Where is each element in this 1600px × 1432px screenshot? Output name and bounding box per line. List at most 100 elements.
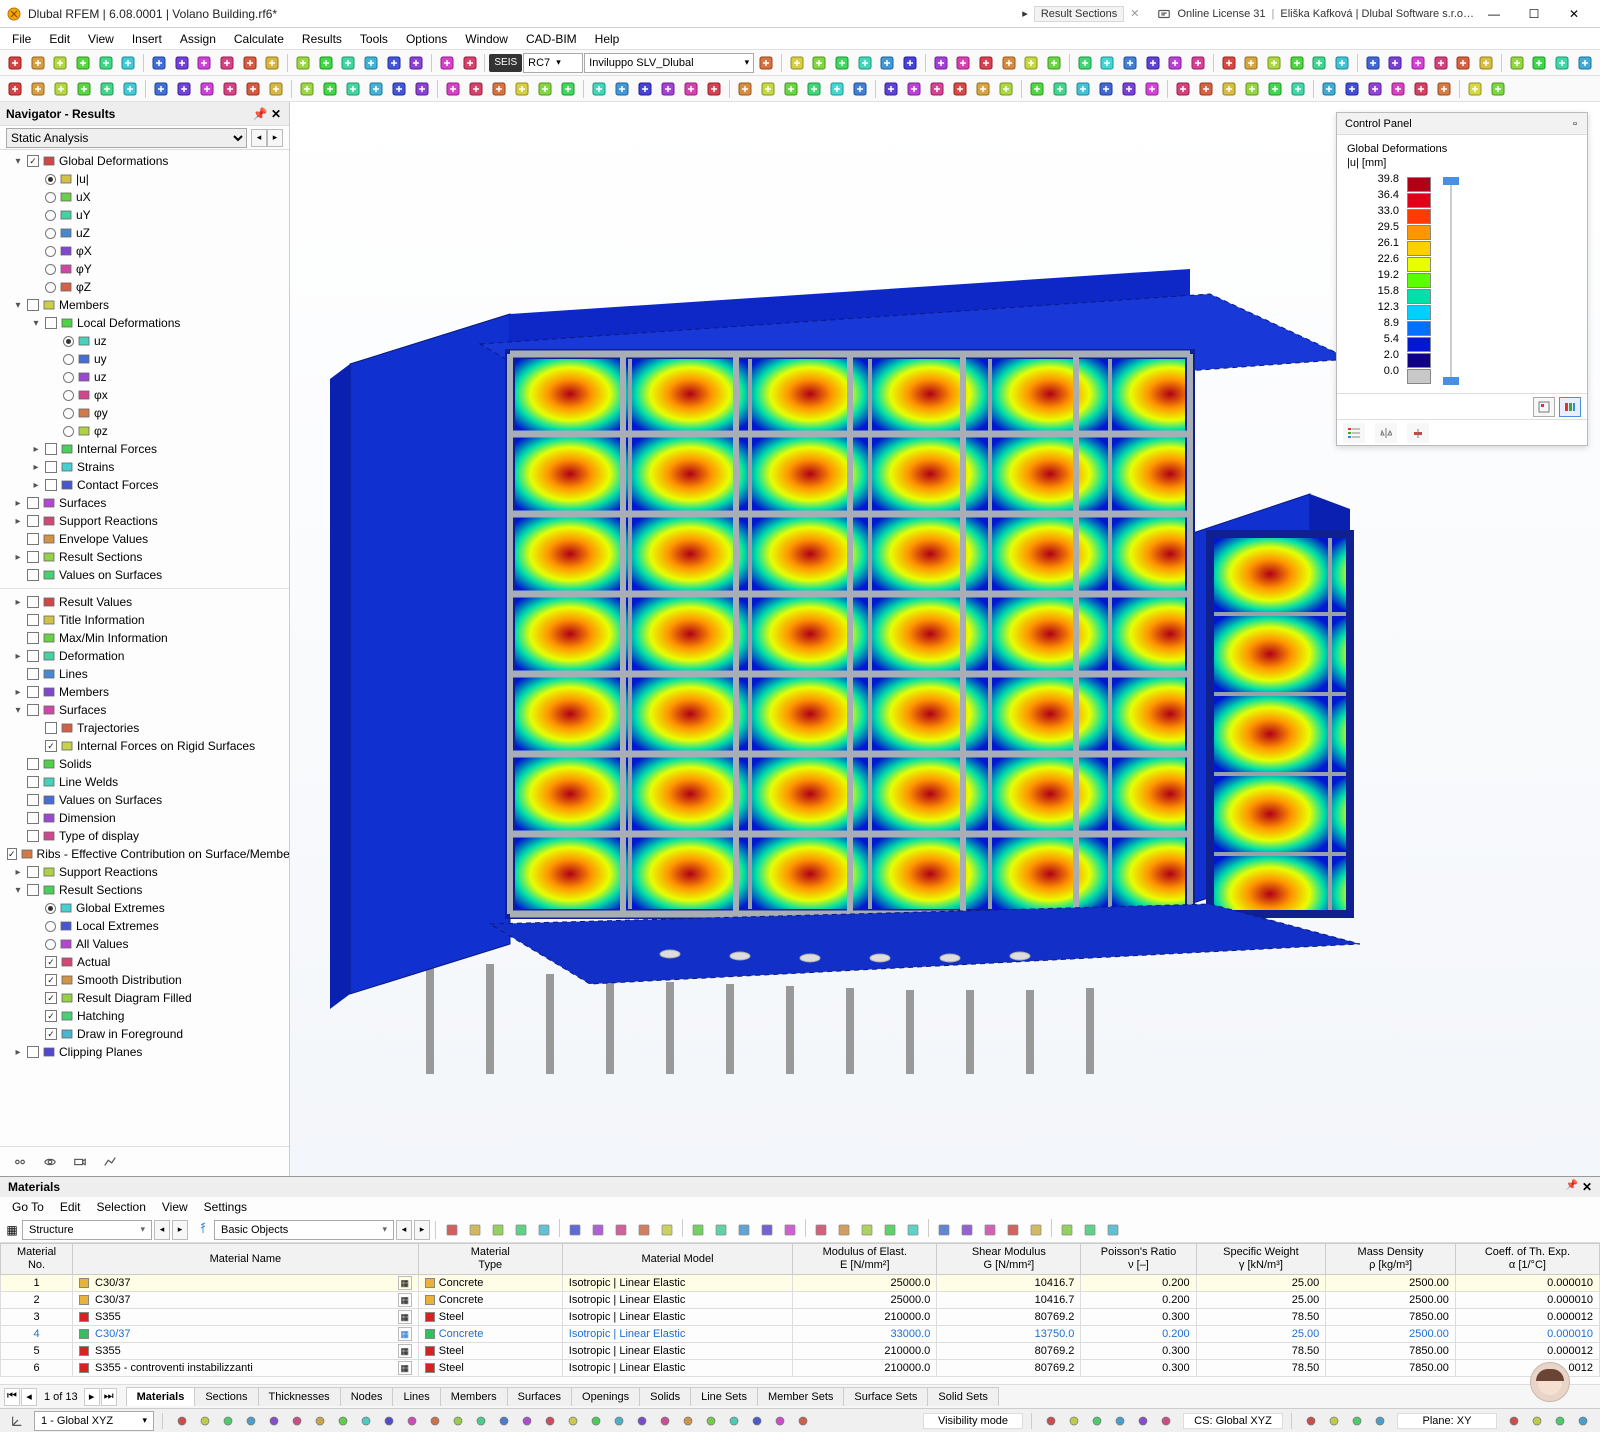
tb-btn-tb2-19[interactable]: [465, 78, 487, 100]
mat-tool-18[interactable]: [879, 1219, 901, 1241]
tb-btn-tb2-45[interactable]: [1095, 78, 1117, 100]
legend-slider-top[interactable]: [1443, 177, 1459, 185]
tb-btn-tb1-47[interactable]: [1331, 52, 1353, 74]
tb-btn-tb1-36[interactable]: [1074, 52, 1096, 74]
sbtools-btn-19[interactable]: [608, 1411, 630, 1431]
mat-tool-12[interactable]: [733, 1219, 755, 1241]
tb-btn-tb2-41[interactable]: [995, 78, 1017, 100]
sbtools2-btn-4[interactable]: [1132, 1411, 1154, 1431]
mat-tool-0[interactable]: [441, 1219, 463, 1241]
tb-btn-tb2-23[interactable]: [557, 78, 579, 100]
sbtools-btn-18[interactable]: [585, 1411, 607, 1431]
tb-btn-tb1-41[interactable]: [1187, 52, 1209, 74]
sbtools4-btn-0[interactable]: [1503, 1411, 1525, 1431]
tb-btn-tb2-16[interactable]: [388, 78, 410, 100]
nav-eye-icon[interactable]: [38, 1151, 62, 1173]
tb-btn-tb1-23[interactable]: [755, 52, 777, 74]
menu-assign[interactable]: Assign: [172, 30, 224, 48]
sbtools4-btn-3[interactable]: [1572, 1411, 1594, 1431]
materials-table[interactable]: MaterialNo.Material NameMaterialTypeMate…: [0, 1243, 1600, 1384]
tb-btn-tb1-38[interactable]: [1119, 52, 1141, 74]
tree-checkbox[interactable]: [45, 722, 57, 734]
tb-btn-tb1-19[interactable]: [459, 52, 481, 74]
sbtools-btn-23[interactable]: [700, 1411, 722, 1431]
tb-btn-tb1-48[interactable]: [1362, 52, 1384, 74]
mat-combo2-next[interactable]: ▸: [414, 1220, 430, 1240]
menu-insert[interactable]: Insert: [124, 30, 170, 48]
tb-btn-tb1-8[interactable]: [193, 52, 215, 74]
table-row[interactable]: 2 C30/37▦ Concrete Isotropic | Linear El…: [1, 1292, 1600, 1309]
tree-item[interactable]: ▸Result Values: [0, 593, 289, 611]
tb-btn-tb1-11[interactable]: [261, 52, 283, 74]
tb-btn-tb1-25[interactable]: [809, 52, 831, 74]
mat-menu-selection[interactable]: Selection: [91, 1199, 152, 1215]
tree-checkbox[interactable]: [45, 461, 57, 473]
tb-btn-tb2-25[interactable]: [611, 78, 633, 100]
mat-tool-1[interactable]: [464, 1219, 486, 1241]
tree-item[interactable]: ▾Members: [0, 296, 289, 314]
viewport-3d[interactable]: Control Panel ▫ Global Deformations |u| …: [290, 102, 1600, 1176]
tree-item[interactable]: ▸Deformation: [0, 647, 289, 665]
pager-first[interactable]: ⏮: [4, 1388, 20, 1406]
tb-combo-inviluppo[interactable]: Inviluppo SLV_Dlubal▾: [584, 53, 754, 73]
mat-tool-26[interactable]: [1079, 1219, 1101, 1241]
tb-btn-tb2-58[interactable]: [1410, 78, 1432, 100]
tb-btn-tb2-31[interactable]: [757, 78, 779, 100]
mat-combo-objects[interactable]: Basic Objects▾: [214, 1220, 394, 1240]
tb-btn-tb2-0[interactable]: [4, 78, 26, 100]
tb-btn-tb1-44[interactable]: [1263, 52, 1285, 74]
sbtools-btn-20[interactable]: [631, 1411, 653, 1431]
tb-btn-tb1-28[interactable]: [877, 52, 899, 74]
tab-lines[interactable]: Lines: [392, 1387, 440, 1406]
tree-item[interactable]: Result Diagram Filled: [0, 989, 289, 1007]
tree-checkbox[interactable]: [27, 515, 39, 527]
tree-item[interactable]: |u|: [0, 170, 289, 188]
sbtools-btn-1[interactable]: [194, 1411, 216, 1431]
tree-item[interactable]: φz: [0, 422, 289, 440]
tb-btn-tb2-36[interactable]: [880, 78, 902, 100]
tree-item[interactable]: ▸Clipping Planes: [0, 1043, 289, 1061]
tree-checkbox[interactable]: [45, 992, 57, 1004]
cp-mode-balance-icon[interactable]: [1375, 423, 1397, 443]
tree-item[interactable]: uX: [0, 188, 289, 206]
menu-results[interactable]: Results: [294, 30, 350, 48]
tb-btn-tb2-22[interactable]: [534, 78, 556, 100]
tb-btn-tb1-6[interactable]: [148, 52, 170, 74]
status-axes-icon[interactable]: [6, 1411, 28, 1431]
menu-help[interactable]: Help: [587, 30, 628, 48]
tb-btn-tb2-40[interactable]: [972, 78, 994, 100]
table-row[interactable]: 1 C30/37▦ Concrete Isotropic | Linear El…: [1, 1275, 1600, 1292]
tab-members[interactable]: Members: [440, 1387, 508, 1406]
legend-slider[interactable]: [1441, 177, 1461, 385]
mat-tool-2[interactable]: [487, 1219, 509, 1241]
tree-item[interactable]: ▾Result Sections: [0, 881, 289, 899]
mat-menu-view[interactable]: View: [156, 1199, 194, 1215]
material-link-icon[interactable]: ▦: [398, 1276, 412, 1290]
mat-tool-3[interactable]: [510, 1219, 532, 1241]
navigator-mode-select[interactable]: Static Analysis: [6, 128, 247, 148]
table-row[interactable]: 5 S355▦ Steel Isotropic | Linear Elastic…: [1, 1343, 1600, 1360]
tab-line-sets[interactable]: Line Sets: [690, 1387, 758, 1406]
tb-btn-tb2-1[interactable]: [27, 78, 49, 100]
tree-radio[interactable]: [45, 192, 56, 203]
close-button[interactable]: ✕: [1554, 2, 1594, 26]
tree-item[interactable]: ▾Local Deformations: [0, 314, 289, 332]
tb-btn-tb2-60[interactable]: [1464, 78, 1486, 100]
tb-btn-tb2-48[interactable]: [1172, 78, 1194, 100]
nav-mode-next[interactable]: ▸: [267, 129, 283, 147]
mat-tool-15[interactable]: [810, 1219, 832, 1241]
tb-btn-tb1-29[interactable]: [899, 52, 921, 74]
tree-radio[interactable]: [45, 210, 56, 221]
tree-item[interactable]: Local Extremes: [0, 917, 289, 935]
tb-btn-tb2-27[interactable]: [657, 78, 679, 100]
tree-checkbox[interactable]: [27, 794, 39, 806]
tb-btn-tb1-46[interactable]: [1309, 52, 1331, 74]
tree-item[interactable]: ▸Internal Forces: [0, 440, 289, 458]
tb-btn-tb2-28[interactable]: [680, 78, 702, 100]
tb-btn-tb2-39[interactable]: [949, 78, 971, 100]
tb-btn-tb1-39[interactable]: [1142, 52, 1164, 74]
mat-combo-structure[interactable]: Structure▾: [22, 1220, 152, 1240]
sbtools3-btn-2[interactable]: [1346, 1411, 1368, 1431]
sbtools2-btn-5[interactable]: [1155, 1411, 1177, 1431]
tree-checkbox[interactable]: [45, 1010, 57, 1022]
